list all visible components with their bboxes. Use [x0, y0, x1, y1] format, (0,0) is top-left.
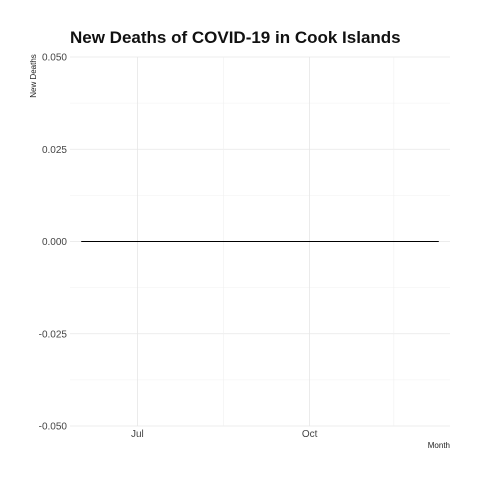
- x-tick-label: Oct: [302, 429, 318, 440]
- chart-title: New Deaths of COVID-19 in Cook Islands: [70, 28, 401, 47]
- x-tick-label: Jul: [131, 429, 144, 440]
- y-tick-label: -0.025: [39, 329, 68, 340]
- y-tick-label: 0.025: [42, 145, 67, 156]
- x-axis-label: Month: [428, 441, 450, 450]
- y-tick-label: -0.050: [39, 422, 68, 433]
- x-tick-labels: Jul Oct: [131, 429, 318, 440]
- y-tick-labels: -0.050 -0.025 0.000 0.025 0.050: [39, 53, 68, 433]
- y-axis-label: New Deaths: [29, 54, 38, 98]
- y-tick-label: 0.000: [42, 237, 67, 248]
- y-tick-label: 0.050: [42, 53, 67, 64]
